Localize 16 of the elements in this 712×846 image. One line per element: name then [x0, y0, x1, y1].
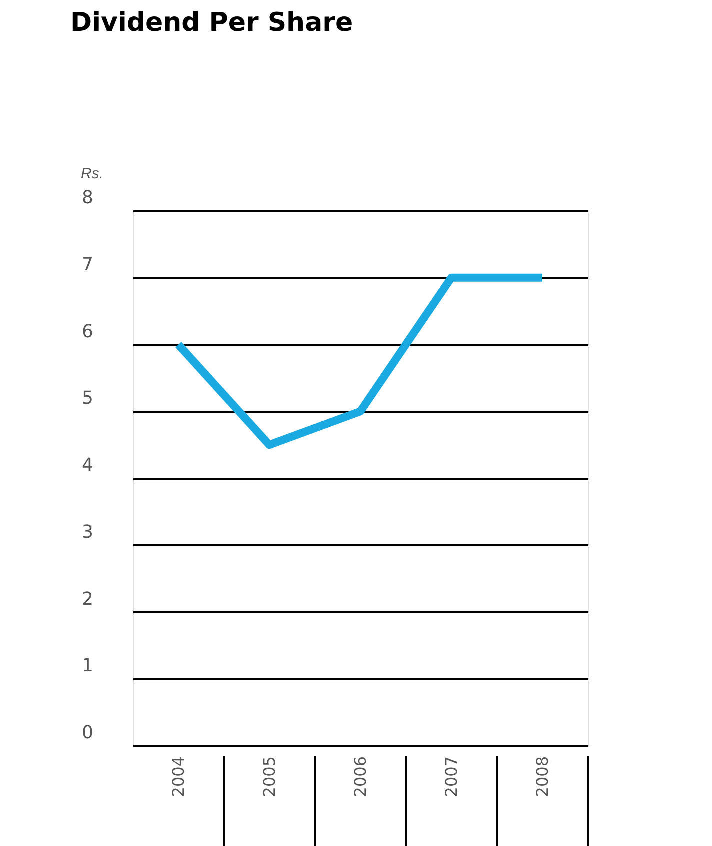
- y-tick-label: 5: [82, 388, 94, 410]
- y-tick-label: 4: [82, 455, 94, 476]
- y-tick-label: 8: [82, 188, 94, 208]
- x-tick-label: 2005: [260, 756, 279, 798]
- y-axis-title: Rs.: [81, 166, 104, 182]
- y-tick-label: 6: [82, 321, 94, 342]
- x-tick-label: 2006: [351, 756, 370, 798]
- y-tick-label: 3: [82, 522, 94, 543]
- x-tick-label: 2004: [169, 756, 188, 798]
- x-tick-label: 2008: [533, 756, 552, 798]
- x-tick-label: 2007: [442, 756, 461, 798]
- y-tick-label: 0: [82, 722, 94, 744]
- y-tick-label: 2: [82, 588, 94, 610]
- y-tick-label: 7: [82, 254, 94, 276]
- y-tick-label: 1: [82, 656, 94, 677]
- chart-title: Dividend Per Share: [70, 8, 354, 38]
